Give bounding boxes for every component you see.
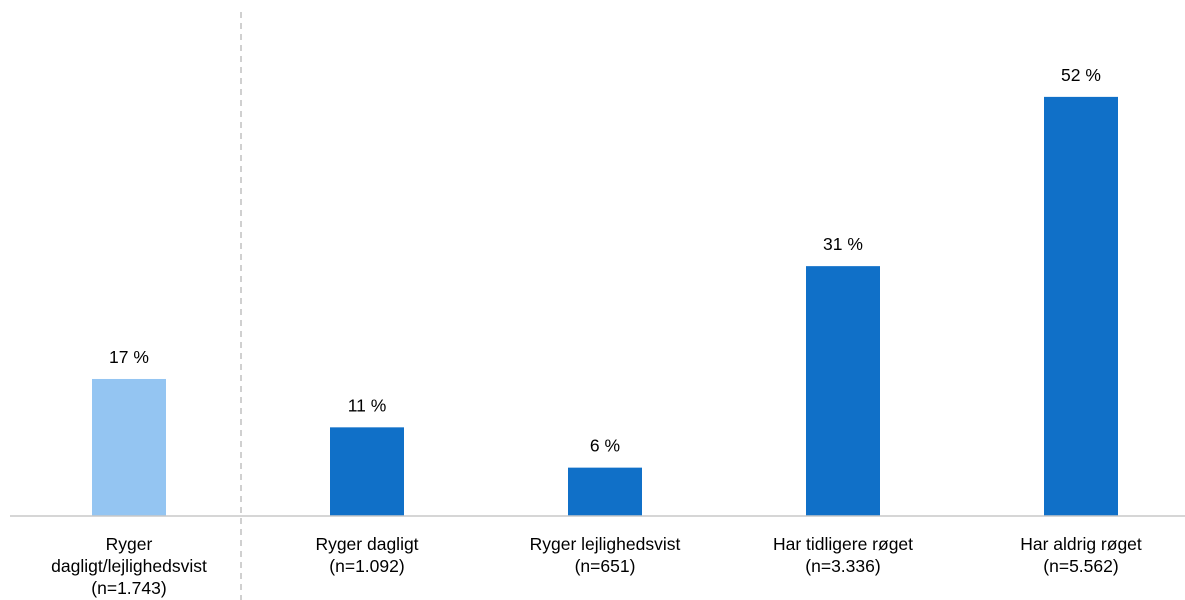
category-label: Har aldrig røget (n=5.562)	[1020, 534, 1142, 576]
category-label-line: (n=3.336)	[805, 556, 880, 576]
category-label-line: Ryger dagligt	[315, 534, 418, 554]
bar	[568, 467, 642, 516]
category-label: Ryger dagligt (n=1.092)	[315, 534, 418, 576]
bar-value-label: 6 %	[590, 436, 620, 456]
category-label-line: Ryger	[106, 534, 153, 554]
category-label: Ryger lejlighedsvist (n=651)	[530, 534, 681, 576]
category-label-line: (n=1.743)	[91, 578, 166, 598]
category-label-line: (n=1.092)	[329, 556, 404, 576]
bar	[330, 427, 404, 516]
category-label-line: (n=5.562)	[1043, 556, 1118, 576]
bar	[1044, 96, 1118, 516]
bar-value-label: 31 %	[823, 234, 863, 254]
category-label: Har tidligere røget (n=3.336)	[773, 534, 913, 576]
category-label-line: Har aldrig røget	[1020, 534, 1142, 554]
category-labels-group: Ryger dagligt/lejlighedsvist (n=1.743)Ryge…	[51, 534, 1142, 598]
value-labels-group: 17 % 11 % 6 % 31 % 52 %	[109, 65, 1101, 456]
category-label-line: Har tidligere røget	[773, 534, 913, 554]
category-label-line: Ryger lejlighedsvist	[530, 534, 681, 554]
category-label-line: (n=651)	[575, 556, 636, 576]
category-label: Ryger dagligt/lejlighedsvist (n=1.743)	[51, 534, 207, 598]
bar-value-label: 11 %	[348, 395, 387, 415]
bar-value-label: 52 %	[1061, 65, 1101, 85]
bar	[806, 266, 880, 516]
category-label-line: dagligt/lejlighedsvist	[51, 556, 207, 576]
bar-value-label: 17 %	[109, 347, 149, 367]
bars-group	[92, 96, 1118, 516]
bar	[92, 378, 166, 516]
